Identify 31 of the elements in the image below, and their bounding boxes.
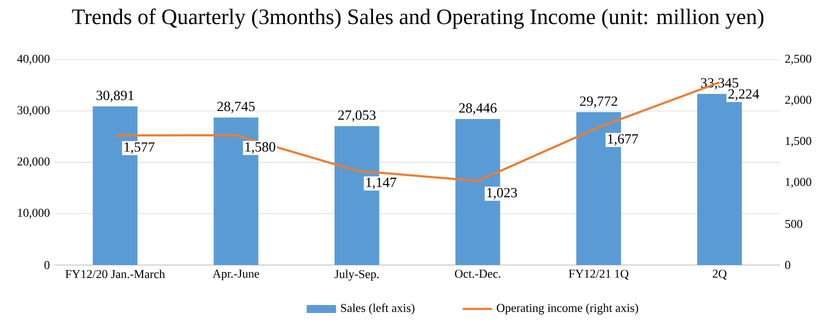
x-tick-label: July-Sep. (334, 270, 379, 281)
legend-label: Operating income (right axis) (496, 304, 638, 314)
chart-title: Trends of Quarterly (3months) Sales and Operating Income (unit: million yen) (72, 8, 764, 29)
y2-tick-label: 1,000 (786, 178, 812, 188)
data-label: 27,053 (338, 110, 376, 122)
y2-tick-label: 0 (785, 260, 790, 270)
data-label: 2,224 (728, 89, 760, 101)
data-label: 28,745 (217, 102, 255, 114)
y2-tick-label: 1,500 (786, 136, 812, 147)
y-tick-label: 0 (44, 260, 50, 270)
legend-label: Sales (left axis) (341, 303, 414, 314)
data-label: 1,580 (246, 142, 276, 154)
data-label: 1,023 (487, 188, 517, 200)
y-tick-label: 40,000 (17, 54, 50, 65)
x-tick-label: FY12/20 Jan.-March (65, 270, 165, 278)
y2-tick-label: 2,500 (785, 54, 812, 65)
data-label: 1,147 (366, 178, 396, 190)
y-tick-label: 30,000 (18, 106, 50, 116)
x-tick-label: 2Q (712, 270, 727, 280)
data-label: 29,772 (580, 96, 618, 108)
y-tick-label: 20,000 (17, 157, 50, 168)
data-label: 1,577 (124, 142, 154, 154)
y2-tick-label: 500 (785, 220, 802, 228)
y2-tick-label: 2,000 (785, 96, 812, 106)
data-label: 1,677 (608, 134, 638, 146)
x-tick-label: Oct.-Dec. (454, 270, 500, 278)
x-tick-label: FY12/21 1Q (568, 270, 629, 280)
data-label: 28,446 (459, 103, 497, 115)
y-tick-label: 10,000 (18, 208, 50, 219)
data-label: 30,891 (96, 90, 134, 102)
x-tick-label: Apr.-June (212, 270, 260, 280)
